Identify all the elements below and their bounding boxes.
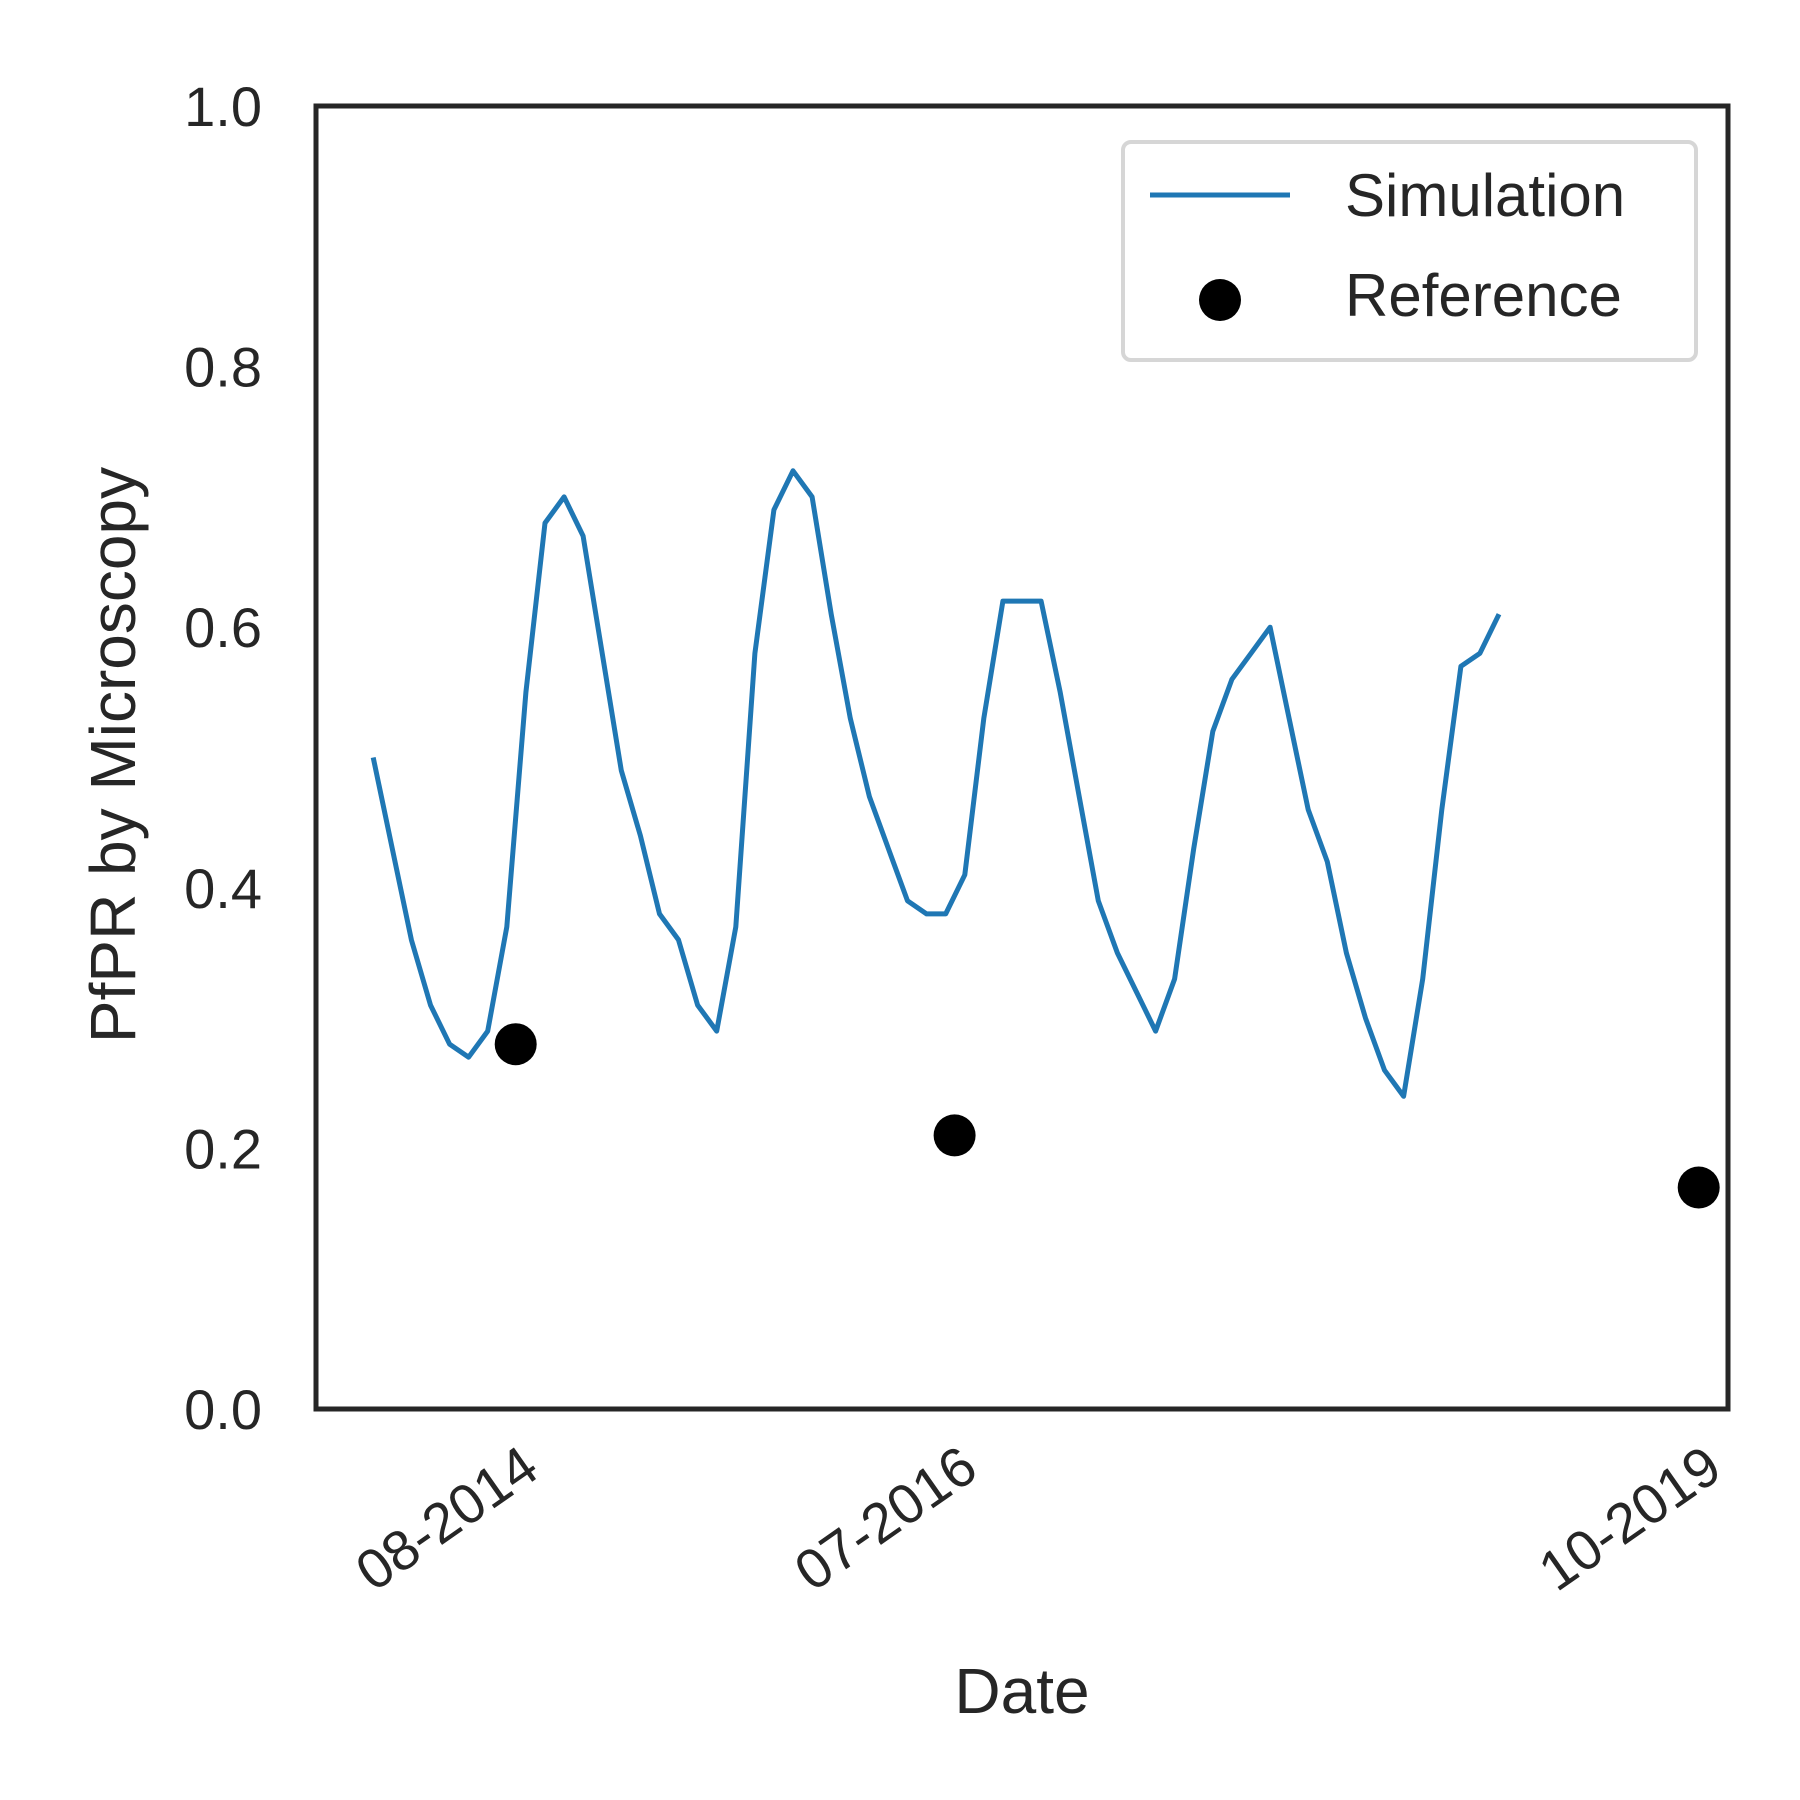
y-tick-label: 0.4 [184, 857, 262, 920]
y-tick-label: 1.0 [184, 75, 262, 138]
reference-point [933, 1114, 976, 1157]
axes-frame [313, 103, 1731, 1412]
x-axis-ticks: 08-2014 07-2016 10-2019 [344, 1433, 1732, 1602]
y-tick-label: 0.2 [184, 1117, 262, 1180]
legend: Simulation Reference [1121, 140, 1698, 362]
simulation-line [370, 468, 1502, 1099]
y-axis-title: PfPR by Microscopy [77, 467, 149, 1043]
x-tick-label: 10-2019 [1527, 1433, 1731, 1602]
x-tick-label: 07-2016 [783, 1433, 987, 1602]
legend-simulation-label: Simulation [1345, 162, 1625, 229]
x-tick-label: 08-2014 [344, 1433, 548, 1602]
legend-reference-swatch [1199, 279, 1241, 321]
legend-reference-label: Reference [1345, 262, 1622, 329]
y-axis-ticks: 0.0 0.2 0.4 0.6 0.8 1.0 [184, 75, 262, 1441]
x-axis-title: Date [954, 1655, 1089, 1727]
reference-point [494, 1023, 537, 1066]
y-tick-label: 0.6 [184, 596, 262, 659]
y-tick-label: 0.0 [184, 1378, 262, 1441]
y-tick-label: 0.8 [184, 336, 262, 399]
plot-area [370, 468, 1720, 1209]
reference-point [1677, 1166, 1720, 1209]
